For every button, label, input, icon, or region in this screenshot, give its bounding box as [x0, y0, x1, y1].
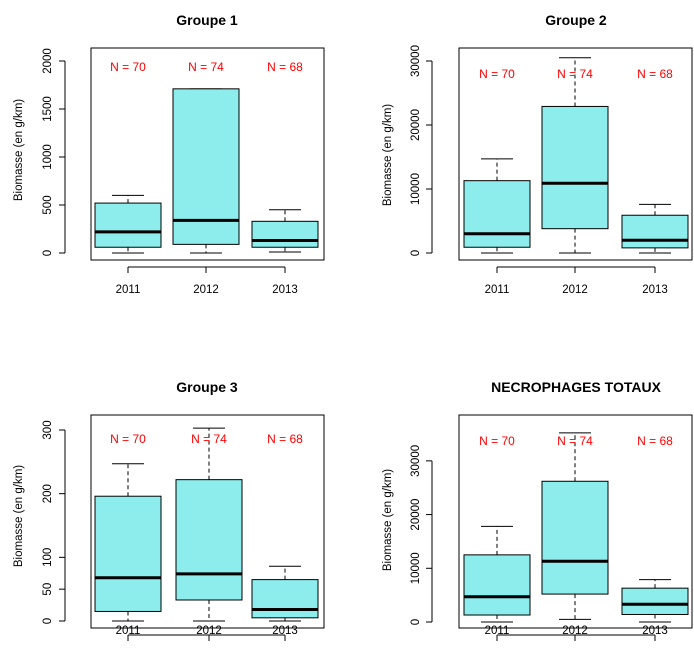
x-tick-label: 2011 — [116, 284, 141, 296]
y-tick-label: 300 — [42, 420, 54, 439]
x-tick-label: 2013 — [272, 625, 298, 637]
y-axis-label: Biomasse (en g/km) — [13, 465, 25, 567]
panel-title: Groupe 1 — [176, 12, 238, 28]
y-tick-label: 0 — [410, 619, 422, 625]
x-tick-label: 2012 — [193, 284, 219, 296]
box-2011 — [463, 180, 531, 248]
x-tick-label: 2013 — [642, 625, 668, 637]
box-2013 — [621, 214, 689, 249]
panel-necrophages-totaux: NECROPHAGES TOTAUX Biomasse (en g/km) 0 1… — [382, 379, 693, 641]
plot-frame — [458, 414, 693, 629]
y-axis-label: Biomasse (en g/km) — [13, 99, 25, 201]
y-tick-label: 0 — [410, 250, 422, 256]
box-2011 — [94, 495, 162, 612]
box-2012 — [541, 480, 609, 595]
n-label: N = 68 — [637, 434, 673, 448]
panel-title: NECROPHAGES TOTAUX — [491, 379, 661, 395]
n-label: N = 70 — [110, 60, 146, 74]
x-tick-label: 2012 — [196, 625, 222, 637]
n-label: N = 70 — [479, 434, 515, 448]
n-label: N = 70 — [479, 67, 515, 81]
y-tick-label: 1000 — [42, 144, 54, 170]
box-2013 — [251, 220, 319, 248]
plot-frame — [90, 47, 325, 261]
y-tick-label: 30000 — [410, 445, 422, 477]
n-label: N = 68 — [267, 432, 303, 446]
n-label: N = 74 — [188, 60, 224, 74]
y-tick-label: 100 — [42, 548, 54, 567]
y-tick-label: 2000 — [42, 48, 54, 74]
y-tick-label: 0 — [42, 618, 54, 624]
y-tick-label: 30000 — [410, 45, 422, 77]
y-tick-label: 10000 — [410, 552, 422, 584]
box-2012 — [175, 479, 243, 601]
plot-frame — [90, 414, 325, 629]
box-2011 — [94, 202, 162, 248]
y-tick-label: 0 — [42, 250, 54, 256]
y-tick-label: 10000 — [410, 173, 422, 205]
n-label: N = 70 — [110, 432, 146, 446]
n-label: N = 68 — [637, 67, 673, 81]
x-tick-label: 2011 — [485, 625, 510, 637]
y-tick-label: 1500 — [42, 96, 54, 122]
box-2013 — [251, 579, 319, 619]
y-axis-label: Biomasse (en g/km) — [382, 469, 394, 571]
n-label: N = 68 — [267, 60, 303, 74]
box-2012 — [172, 88, 240, 245]
panel-groupe-2: Groupe 2 Biomasse (en g/km) 0 10000 20000 3… — [382, 12, 693, 296]
x-tick-label: 2012 — [562, 284, 588, 296]
box-2012 — [541, 105, 609, 230]
n-label: N = 74 — [191, 432, 227, 446]
box-2011 — [463, 554, 531, 616]
n-label: N = 74 — [557, 67, 593, 81]
y-tick-label: 200 — [42, 484, 54, 503]
y-tick-label: 50 — [42, 583, 54, 596]
box-2013 — [621, 587, 689, 615]
x-tick-label: 2013 — [642, 284, 668, 296]
x-tick-label: 2011 — [116, 625, 141, 637]
panel-groupe-3: Groupe 3 Biomasse (en g/km) 0 50 100 200 300… — [13, 379, 325, 641]
x-tick-label: 2012 — [562, 625, 588, 637]
n-label: N = 74 — [557, 434, 593, 448]
panel-title: Groupe 2 — [545, 12, 607, 28]
x-tick-label: 2011 — [485, 284, 510, 296]
panel-groupe-1: Groupe 1 Biomasse (en g/km) 0 500 1000 1500… — [13, 12, 325, 296]
panel-title: Groupe 3 — [176, 379, 238, 395]
x-tick-label: 2013 — [272, 284, 298, 296]
y-tick-label: 20000 — [410, 109, 422, 141]
y-axis-label: Biomasse (en g/km) — [382, 104, 394, 206]
y-tick-label: 20000 — [410, 499, 422, 531]
plot-frame — [458, 47, 693, 261]
y-tick-label: 500 — [42, 195, 54, 214]
